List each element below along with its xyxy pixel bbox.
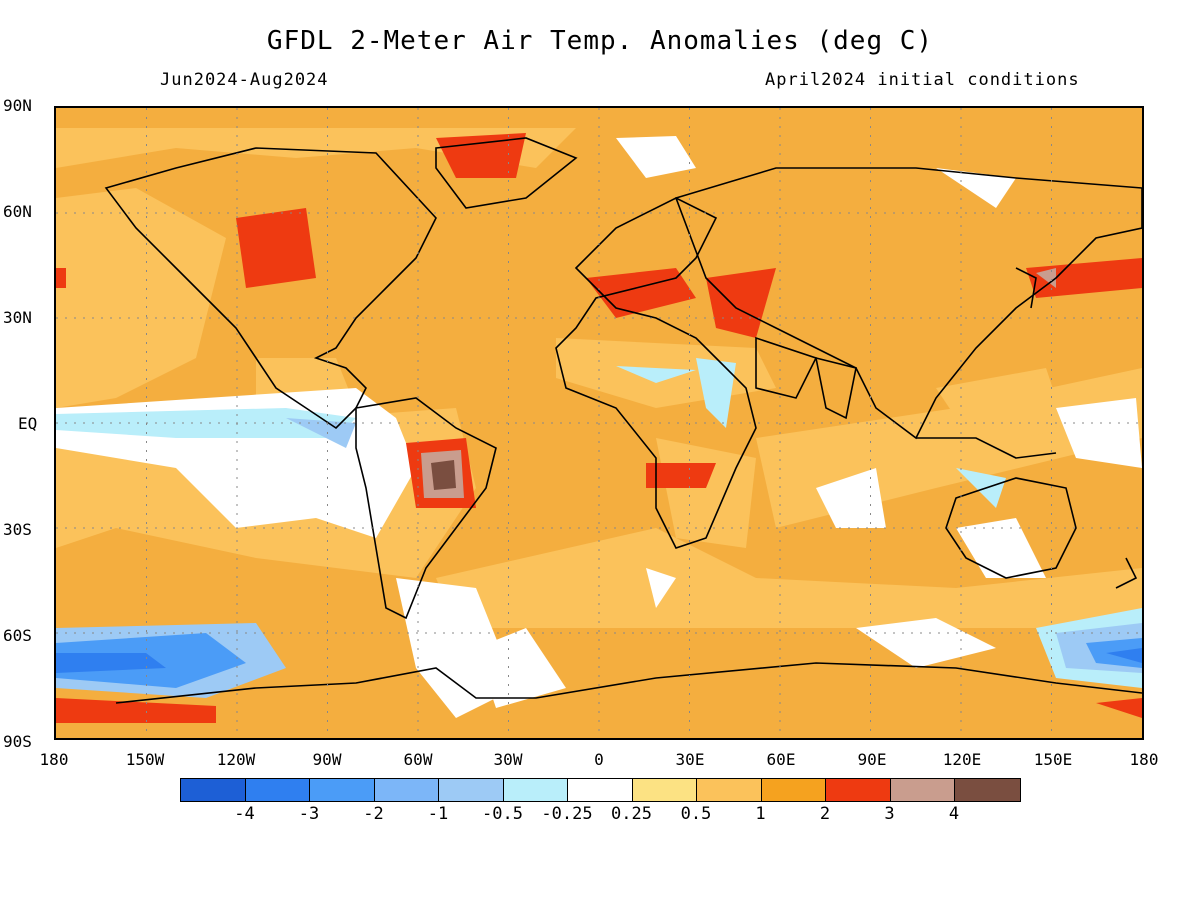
colorbar-swatch [826,779,891,801]
colorbar-label: -4 [234,804,255,824]
lon-label-120w: 120W [216,750,256,769]
colorbar-swatch [632,779,697,801]
lon-label-60w: 60W [403,750,433,769]
anomaly-map-canvas [56,108,1142,738]
lat-label-eq: EQ [18,414,38,433]
graticule [56,108,1142,738]
season-label: Jun2024-Aug2024 [160,70,329,90]
lon-label-30w: 30W [493,750,523,769]
anomaly-above-4 [431,460,456,490]
anomaly-neg-3 [56,648,1142,673]
colorbar-label: -1 [427,804,449,824]
anomaly-map [54,106,1144,740]
colorbar-label: 0.5 [680,804,712,824]
colorbar-swatch [890,779,955,801]
lat-label-90s: 90S [3,732,32,751]
lon-label-120e: 120E [942,750,982,769]
colorbar [180,778,1021,802]
lon-label-150e: 150E [1033,750,1073,769]
colorbar-label: 0.25 [611,804,652,824]
colorbar-label: -2 [363,804,384,824]
lon-label-150w: 150W [125,750,165,769]
lat-label-90n: 90N [3,96,32,115]
colorbar-swatch [439,779,504,801]
colorbar-swatch [245,779,310,801]
initial-conditions-label: April2024 initial conditions [765,70,1080,90]
colorbar-swatch [181,779,246,801]
coastlines [104,137,1142,704]
lat-label-60n: 60N [3,202,32,221]
lon-label-180e: 180 [1129,750,1159,769]
colorbar-swatch [310,779,375,801]
lon-label-180w: 180 [39,750,69,769]
colorbar-swatch [568,779,633,801]
lat-label-30s: 30S [3,520,32,539]
colorbar-label: -0.25 [541,804,593,824]
lon-label-90w: 90W [312,750,342,769]
lon-label-90e: 90E [857,750,887,769]
colorbar-label: 3 [884,804,895,824]
lon-label-60e: 60E [766,750,796,769]
colorbar-swatch [374,779,439,801]
lon-label-30e: 30E [675,750,705,769]
colorbar-label: -0.5 [482,804,523,824]
colorbar-label: 2 [819,804,831,824]
colorbar-swatch [697,779,762,801]
colorbar-swatch [955,779,1020,801]
colorbar-swatch [761,779,826,801]
colorbar-label: 4 [948,804,960,824]
lat-label-60s: 60S [3,626,32,645]
colorbar-label: -3 [298,804,320,824]
lat-label-30n: 30N [3,308,32,327]
colorbar-label: 1 [755,804,766,824]
colorbar-swatch [503,779,568,801]
lon-label-0: 0 [594,750,604,769]
chart-title: GFDL 2-Meter Air Temp. Anomalies (deg C) [266,26,934,56]
